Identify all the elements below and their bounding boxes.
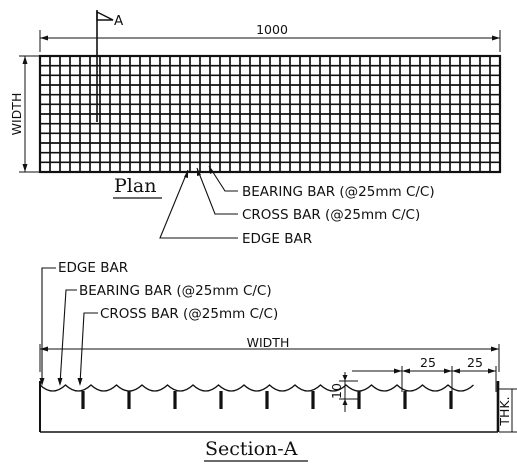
plan-leaders	[160, 166, 238, 238]
section-title: Section-A	[205, 438, 298, 460]
length-dimension: 1000	[40, 22, 500, 52]
section-view: EDGE BAR BEARING BAR (@25mm C/C) CROSS B…	[40, 260, 517, 461]
section-profile	[40, 381, 498, 432]
thickness-dimension: THK.	[497, 389, 517, 432]
section-width-label: WIDTH	[247, 335, 290, 350]
plan-title: Plan	[114, 175, 156, 197]
section-bearing-bar-label: BEARING BAR (@25mm C/C)	[79, 283, 272, 299]
section-bearing-bar	[403, 391, 406, 409]
plan-bearing-bar-label: BEARING BAR (@25mm C/C)	[242, 184, 435, 200]
section-bearing-bar	[311, 391, 314, 409]
section-edge-bar-label: EDGE BAR	[58, 260, 128, 276]
plan-width-label: WIDTH	[9, 93, 24, 136]
plan-cross-bar-label: CROSS BAR (@25mm C/C)	[242, 207, 420, 223]
section-bearing-bars	[81, 391, 452, 409]
plan-view: A 1000 WIDTH	[9, 10, 500, 247]
section-bearing-bar	[449, 391, 452, 409]
width-dimension: WIDTH	[9, 56, 40, 172]
spacing-dim-2: 25	[467, 355, 483, 370]
spacing-dim-1: 25	[420, 355, 436, 370]
length-dimension-value: 1000	[256, 22, 288, 37]
thk-label: THK.	[497, 396, 512, 426]
grating-mesh	[40, 56, 500, 172]
section-cross-bar-label: CROSS BAR (@25mm C/C)	[100, 306, 278, 322]
height-dimension: 10	[329, 372, 358, 412]
plan-edge-bar-label: EDGE BAR	[242, 231, 312, 247]
section-bearing-bar	[265, 391, 268, 409]
section-bearing-bar	[173, 391, 176, 409]
section-marker-letter: A	[114, 13, 124, 29]
section-bearing-bar	[357, 391, 360, 409]
section-bearing-bar	[81, 391, 84, 409]
section-bearing-bar	[127, 391, 130, 409]
section-bearing-bar	[219, 391, 222, 409]
